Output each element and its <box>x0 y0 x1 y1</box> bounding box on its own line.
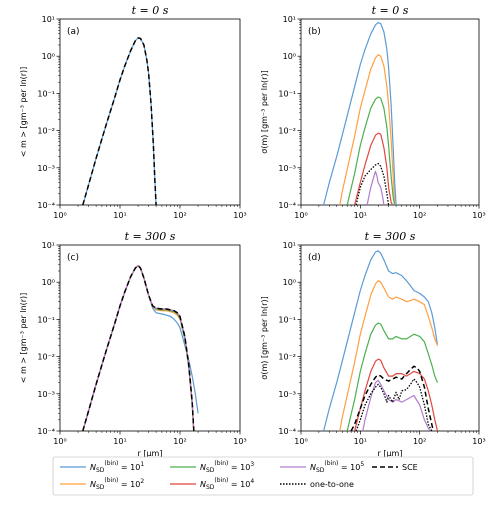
panel-1: 10⁰ 10¹ 10² 10³ 10⁻⁴ 10⁻³ 10⁻² 10⁻¹ 10⁰ 10¹ t = 0 … <box>260 4 486 220</box>
plot-frame <box>300 244 480 432</box>
series-line-n1e3 <box>82 265 195 431</box>
y-tick-label: 10⁻² <box>278 127 296 136</box>
x-tick-label: 10³ <box>233 437 246 446</box>
y-tick-label: 10⁻⁴ <box>37 427 55 436</box>
x-tick-label: 10¹ <box>113 211 126 220</box>
plot-frame <box>59 244 241 432</box>
series-group <box>82 264 199 431</box>
x-tick-label: 10² <box>173 211 186 220</box>
series-line-all_bin <box>82 37 157 205</box>
panel-letter: (c) <box>67 253 79 263</box>
series-line-n1e3 <box>346 96 396 205</box>
x-tick-label: 10⁰ <box>53 437 66 446</box>
y-tick-label: 10⁻² <box>37 353 55 362</box>
x-tick-label: 10¹ <box>354 211 367 220</box>
panels: 10⁰ 10¹ 10² 10³ 10⁻⁴ 10⁻³ 10⁻² 10⁻¹ 10⁰ 10¹ t = 0 … <box>19 4 486 458</box>
y-axis-label: σ(m) [gm⁻³ per ln(r)] <box>260 70 269 153</box>
y-tick-label: 10¹ <box>283 241 296 250</box>
legend-label-n1e2: NSD(bin) = 102 <box>90 477 144 491</box>
panel-letter: (b) <box>308 27 321 37</box>
y-axis-label: < m > [gm⁻³ per ln(r)] <box>19 293 28 384</box>
x-axis-label: r [μm] <box>138 449 163 458</box>
y-tick-label: 10¹ <box>283 15 296 24</box>
series-line-n1e1 <box>323 250 439 431</box>
y-tick-label: 10⁻⁴ <box>278 201 296 210</box>
series-line-n1e2 <box>339 54 396 205</box>
legend-label-sce: SCE <box>402 463 418 472</box>
series-line-n1e5 <box>362 379 431 431</box>
y-tick-label: 10⁻³ <box>278 390 296 399</box>
y-tick-label: 10⁻¹ <box>278 89 296 98</box>
series-line-n1e2 <box>82 265 195 431</box>
y-tick-label: 10⁻³ <box>37 390 55 399</box>
series-line-n1e1 <box>82 265 199 431</box>
y-tick-label: 10⁰ <box>42 52 55 61</box>
series-line-n1e5 <box>366 170 385 205</box>
panel-title: t = 0 s <box>372 4 409 17</box>
y-tick-label: 10⁻¹ <box>278 315 296 324</box>
x-tick-label: 10¹ <box>354 437 367 446</box>
series-line-one_to_one <box>355 378 433 431</box>
y-tick-label: 10⁰ <box>283 278 296 287</box>
panel-title: t = 300 s <box>365 230 416 243</box>
series-group <box>323 22 397 205</box>
y-tick-label: 10⁻² <box>37 127 55 136</box>
panel-3: 10⁰ 10¹ 10² 10³ 10⁻⁴ 10⁻³ 10⁻² 10⁻¹ 10⁰ 10¹ t = 30… <box>260 230 486 458</box>
legend-frame <box>52 456 474 496</box>
series-line-n1e3 <box>346 322 439 431</box>
y-tick-label: 10⁻³ <box>37 164 55 173</box>
y-axis-label: σ(m) [gm⁻³ per ln(r)] <box>260 296 269 379</box>
legend: NSD(bin) = 101 NSD(bin) = 103 NSD(bin) = 1… <box>52 456 474 496</box>
legend-label-n1e5: NSD(bin) = 105 <box>310 460 364 474</box>
y-tick-label: 10⁻¹ <box>37 315 55 324</box>
series-line-n1e4 <box>354 132 394 205</box>
y-tick-label: 10⁻² <box>278 353 296 362</box>
y-tick-label: 10⁻¹ <box>37 89 55 98</box>
series-line-n1e5 <box>82 265 195 431</box>
legend-label-n1e4: NSD(bin) = 104 <box>200 477 254 491</box>
y-tick-label: 10¹ <box>42 15 55 24</box>
x-tick-label: 10¹ <box>113 437 126 446</box>
x-tick-label: 10² <box>413 211 426 220</box>
series-line-n1e1 <box>323 22 397 205</box>
series-line-sce <box>350 365 435 431</box>
y-tick-label: 10⁻⁴ <box>37 201 55 210</box>
x-tick-label: 10² <box>173 437 186 446</box>
series-line-n1e4 <box>82 265 195 431</box>
y-tick-label: 10⁻³ <box>278 164 296 173</box>
panel-letter: (a) <box>67 27 80 37</box>
x-tick-label: 10² <box>413 437 426 446</box>
panel-0: 10⁰ 10¹ 10² 10³ 10⁻⁴ 10⁻³ 10⁻² 10⁻¹ 10⁰ 10¹ t = 0 … <box>19 4 247 220</box>
x-tick-label: 10³ <box>472 437 485 446</box>
panel-title: t = 300 s <box>125 230 176 243</box>
panel-2: 10⁰ 10¹ 10² 10³ 10⁻⁴ 10⁻³ 10⁻² 10⁻¹ 10⁰ 10¹ t = 30… <box>19 230 247 458</box>
x-tick-label: 10⁰ <box>294 211 307 220</box>
legend-label-one_to_one: one-to-one <box>310 480 354 489</box>
series-line-sce <box>82 37 157 205</box>
plot-frame <box>59 18 241 206</box>
series-group <box>82 37 157 205</box>
plot-frame <box>300 18 480 206</box>
panel-title: t = 0 s <box>132 4 169 17</box>
x-axis-label: r [μm] <box>378 449 403 458</box>
y-tick-label: 10¹ <box>42 241 55 250</box>
series-line-n1e4 <box>354 358 439 431</box>
series-line-one_to_one <box>355 162 390 205</box>
x-tick-label: 10³ <box>472 211 485 220</box>
legend-label-n1e3: NSD(bin) = 103 <box>200 460 254 474</box>
panel-letter: (d) <box>308 253 321 263</box>
y-axis-label: < m > [gm⁻³ per ln(r)] <box>19 67 28 158</box>
y-tick-label: 10⁰ <box>42 278 55 287</box>
series-group <box>323 250 439 431</box>
x-tick-label: 10⁰ <box>294 437 307 446</box>
y-tick-label: 10⁻⁴ <box>278 427 296 436</box>
series-line-sce <box>82 264 195 431</box>
x-tick-label: 10³ <box>233 211 246 220</box>
x-tick-label: 10⁰ <box>53 211 66 220</box>
legend-label-n1e1: NSD(bin) = 101 <box>90 460 144 474</box>
y-tick-label: 10⁰ <box>283 52 296 61</box>
series-line-n1e2 <box>339 280 439 431</box>
